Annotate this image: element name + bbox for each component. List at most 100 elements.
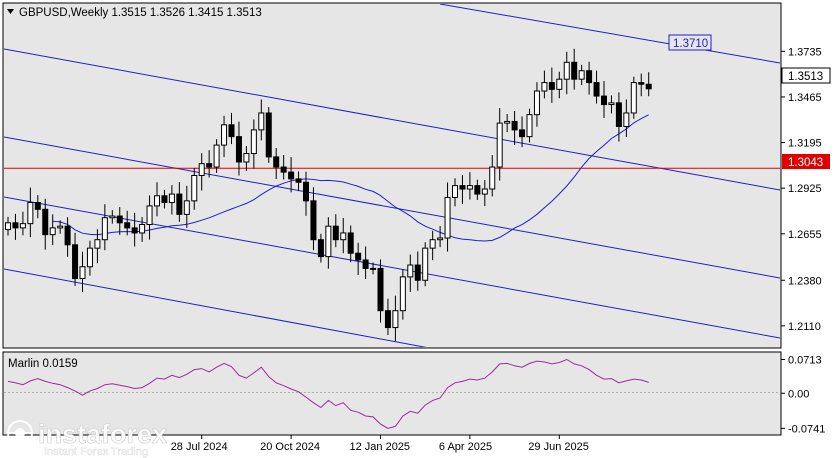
candle-bull — [258, 112, 265, 131]
candle-bull — [154, 195, 160, 207]
candle-bear — [161, 195, 168, 204]
channel-line-3[interactable] — [4, 136, 780, 279]
channel-price-label[interactable]: 1.3710 — [668, 34, 712, 51]
channel-line-4[interactable] — [4, 196, 780, 339]
price-tick-label: 1.3195 — [788, 138, 822, 150]
candle-bear — [235, 136, 242, 163]
candle-bear — [295, 178, 302, 183]
marlin-line — [7, 358, 649, 429]
hline-price-label: 1.3043 — [782, 154, 830, 169]
channel-label-box[interactable] — [668, 34, 712, 51]
candle-bull — [19, 223, 26, 229]
current-price-label: 1.3513 — [781, 67, 831, 84]
candle-bull — [444, 196, 451, 239]
candle-bull — [541, 82, 548, 92]
instaforex-logo-icon — [7, 420, 33, 446]
candle-bull — [213, 144, 220, 168]
candle-bull — [325, 225, 332, 258]
time-tick-label: 6 Apr 2025 — [439, 441, 492, 453]
candle-bear — [310, 200, 317, 241]
chart-header: GBPUSD,Weekly 1.3515 1.3526 1.3415 1.351… — [7, 7, 262, 19]
candle-bear — [288, 171, 295, 180]
candle-bear — [317, 239, 324, 258]
candle-bear — [414, 264, 421, 281]
price-tick-label: 1.2655 — [788, 229, 822, 241]
candle-bull — [370, 267, 377, 270]
regression-channel[interactable] — [4, 4, 780, 350]
candle-bull — [608, 102, 615, 106]
candle-bear — [124, 222, 131, 229]
candle-bull — [221, 124, 228, 146]
current-price-box — [781, 67, 831, 84]
candle-bull — [481, 188, 488, 195]
candle-bull — [533, 90, 540, 116]
current-price-text: 1.3513 — [788, 71, 823, 83]
candle-bull — [5, 222, 11, 231]
channel-label-text: 1.3710 — [673, 38, 708, 50]
candle-bear — [347, 232, 354, 254]
candle-bear — [42, 208, 49, 236]
candles — [5, 48, 652, 342]
dropdown-triangle-icon[interactable] — [7, 9, 14, 14]
candle-bear — [377, 267, 384, 312]
candle-bear — [12, 222, 19, 229]
candle-bull — [429, 239, 436, 249]
price-pane[interactable] — [2, 2, 782, 349]
price-tick-label: 1.3735 — [788, 46, 822, 58]
candle-bear — [265, 112, 272, 158]
price-axis[interactable]: 1.3735 1.3465 1.3195 1.2925 1.2655 1.2380 1.21… — [781, 46, 822, 333]
watermark: instaforex Instant Forex Trading — [7, 419, 167, 458]
candle-bull — [630, 82, 637, 114]
candle-bear — [474, 185, 481, 195]
candle-bear — [34, 202, 41, 210]
candle-bear — [593, 82, 600, 97]
candle-bear — [228, 124, 235, 138]
time-tick-label: 20 Oct 2024 — [260, 441, 320, 453]
candle-bull — [526, 114, 533, 138]
candle-bull — [437, 237, 444, 241]
candle-bear — [548, 82, 555, 90]
candle-bear — [131, 227, 138, 234]
candle-bull — [101, 217, 108, 241]
candle-bear — [176, 193, 183, 215]
candle-bear — [586, 70, 593, 84]
channel-line-5[interactable] — [4, 268, 440, 350]
candle-bull — [250, 129, 257, 155]
indicator-tick-label: 0.00 — [788, 388, 809, 400]
symbol-title: GBPUSD,Weekly 1.3515 1.3526 1.3415 1.351… — [19, 7, 262, 19]
candle-bear — [303, 181, 309, 202]
candle-bear — [72, 244, 79, 280]
candle-bear — [571, 61, 578, 80]
candle-bull — [243, 153, 250, 163]
channel-line-1[interactable] — [439, 4, 780, 64]
candle-bear — [362, 259, 369, 269]
candle-bull — [94, 239, 101, 249]
candle-bull — [556, 78, 563, 90]
candle-bull — [504, 120, 511, 124]
candle-bull — [466, 185, 473, 190]
time-tick-label: 29 Jun 2025 — [528, 441, 589, 453]
candle-bull — [139, 224, 146, 234]
candle-bull — [57, 225, 64, 229]
candle-bull — [392, 310, 399, 329]
time-axis[interactable]: 28 Jul 2024 20 Oct 2024 12 Jan 2025 6 Apr 2… — [171, 435, 589, 453]
candle-bear — [280, 166, 287, 173]
candle-bear — [601, 95, 607, 106]
candle-bull — [183, 200, 190, 215]
candle-bull — [496, 122, 503, 168]
hline-price-text: 1.3043 — [788, 157, 823, 169]
indicator-pane[interactable] — [2, 351, 782, 436]
indicator-axis[interactable]: 0.0713 0.00 -0.0741 — [781, 354, 825, 435]
candle-bear — [645, 83, 652, 90]
candle-bull — [563, 61, 570, 80]
candle-bear — [332, 225, 339, 241]
hline-price-box — [782, 154, 830, 169]
channel-line-2[interactable] — [4, 48, 780, 191]
candle-bull — [422, 247, 429, 281]
indicator-tick-label: -0.0741 — [788, 423, 825, 435]
price-tick-label: 1.2380 — [788, 275, 822, 287]
candle-bear — [206, 163, 213, 168]
indicator-tick-label: 0.0713 — [788, 354, 822, 366]
candle-bear — [116, 215, 123, 224]
